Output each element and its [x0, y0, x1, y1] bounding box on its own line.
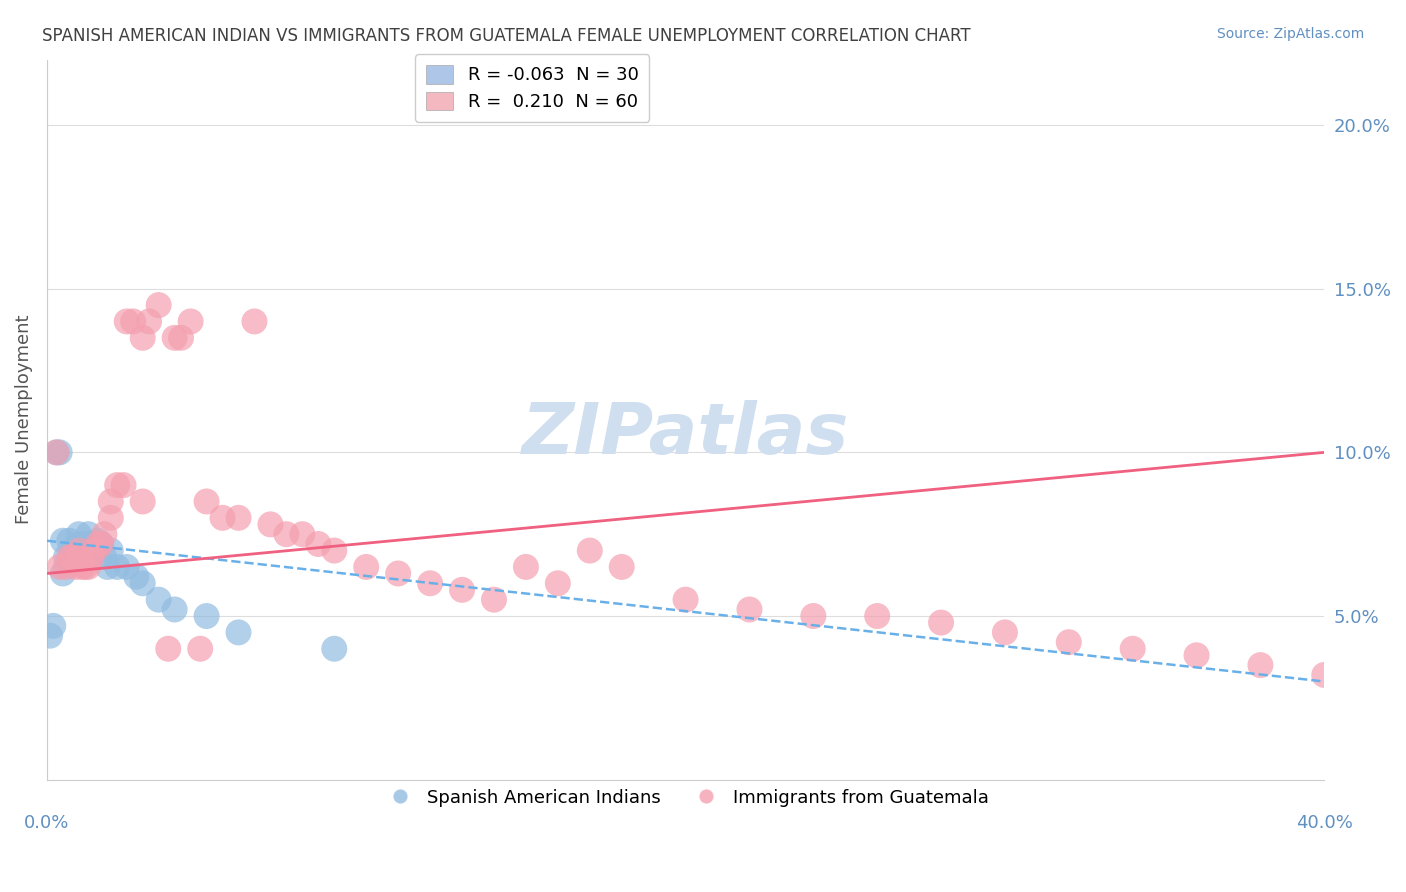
Point: [578, 543, 600, 558]
Point: [929, 615, 952, 630]
Point: [67, 543, 90, 558]
Point: [228, 511, 250, 525]
Point: [738, 602, 761, 616]
Point: [515, 560, 537, 574]
Point: [45, 445, 67, 459]
Text: Source: ZipAtlas.com: Source: ZipAtlas.com: [1216, 27, 1364, 41]
Point: [67, 550, 90, 565]
Point: [87, 533, 110, 548]
Point: [994, 625, 1017, 640]
Point: [419, 576, 441, 591]
Point: [77, 527, 100, 541]
Point: [195, 609, 218, 624]
Point: [387, 566, 409, 581]
Point: [157, 641, 180, 656]
Point: [243, 314, 266, 328]
Point: [90, 537, 112, 551]
Point: [170, 331, 193, 345]
Point: [39, 629, 62, 643]
Point: [65, 560, 87, 574]
Point: [45, 445, 67, 459]
Point: [52, 533, 75, 548]
Point: [83, 543, 105, 558]
Point: [211, 511, 233, 525]
Text: ZIPatlas: ZIPatlas: [522, 400, 849, 468]
Point: [866, 609, 889, 624]
Point: [100, 494, 122, 508]
Point: [138, 314, 160, 328]
Point: [80, 537, 103, 551]
Point: [48, 560, 70, 574]
Point: [195, 494, 218, 508]
Point: [62, 543, 84, 558]
Point: [131, 494, 153, 508]
Point: [62, 550, 84, 565]
Point: [451, 582, 474, 597]
Point: [75, 537, 97, 551]
Point: [105, 560, 128, 574]
Point: [323, 641, 346, 656]
Point: [90, 537, 112, 551]
Point: [1057, 635, 1080, 649]
Point: [131, 576, 153, 591]
Point: [80, 550, 103, 565]
Point: [276, 527, 298, 541]
Legend: Spanish American Indians, Immigrants from Guatemala: Spanish American Indians, Immigrants fro…: [375, 781, 997, 814]
Point: [307, 537, 329, 551]
Point: [610, 560, 633, 574]
Point: [48, 445, 70, 459]
Point: [70, 560, 93, 574]
Point: [259, 517, 281, 532]
Text: SPANISH AMERICAN INDIAN VS IMMIGRANTS FROM GUATEMALA FEMALE UNEMPLOYMENT CORRELA: SPANISH AMERICAN INDIAN VS IMMIGRANTS FR…: [42, 27, 970, 45]
Point: [83, 541, 105, 555]
Point: [58, 533, 80, 548]
Point: [188, 641, 211, 656]
Point: [42, 619, 65, 633]
Point: [801, 609, 824, 624]
Point: [148, 592, 170, 607]
Point: [323, 543, 346, 558]
Point: [1122, 641, 1144, 656]
Point: [125, 570, 148, 584]
Point: [115, 314, 138, 328]
Point: [163, 602, 186, 616]
Point: [1313, 668, 1336, 682]
Point: [58, 550, 80, 565]
Point: [112, 478, 135, 492]
Text: 0.0%: 0.0%: [24, 814, 69, 832]
Point: [75, 560, 97, 574]
Point: [180, 314, 202, 328]
Point: [148, 298, 170, 312]
Point: [291, 527, 314, 541]
Point: [1185, 648, 1208, 663]
Point: [77, 560, 100, 574]
Point: [115, 560, 138, 574]
Point: [87, 537, 110, 551]
Point: [228, 625, 250, 640]
Point: [482, 592, 505, 607]
Point: [93, 527, 115, 541]
Point: [67, 527, 90, 541]
Point: [55, 550, 77, 565]
Point: [52, 566, 75, 581]
Point: [65, 550, 87, 565]
Point: [354, 560, 377, 574]
Point: [100, 543, 122, 558]
Point: [131, 331, 153, 345]
Y-axis label: Female Unemployment: Female Unemployment: [15, 315, 32, 524]
Point: [55, 560, 77, 574]
Point: [105, 478, 128, 492]
Point: [547, 576, 569, 591]
Point: [163, 331, 186, 345]
Point: [67, 537, 90, 551]
Point: [93, 550, 115, 565]
Point: [97, 560, 120, 574]
Point: [122, 314, 145, 328]
Point: [100, 511, 122, 525]
Point: [675, 592, 697, 607]
Text: 40.0%: 40.0%: [1296, 814, 1353, 832]
Point: [1249, 658, 1271, 673]
